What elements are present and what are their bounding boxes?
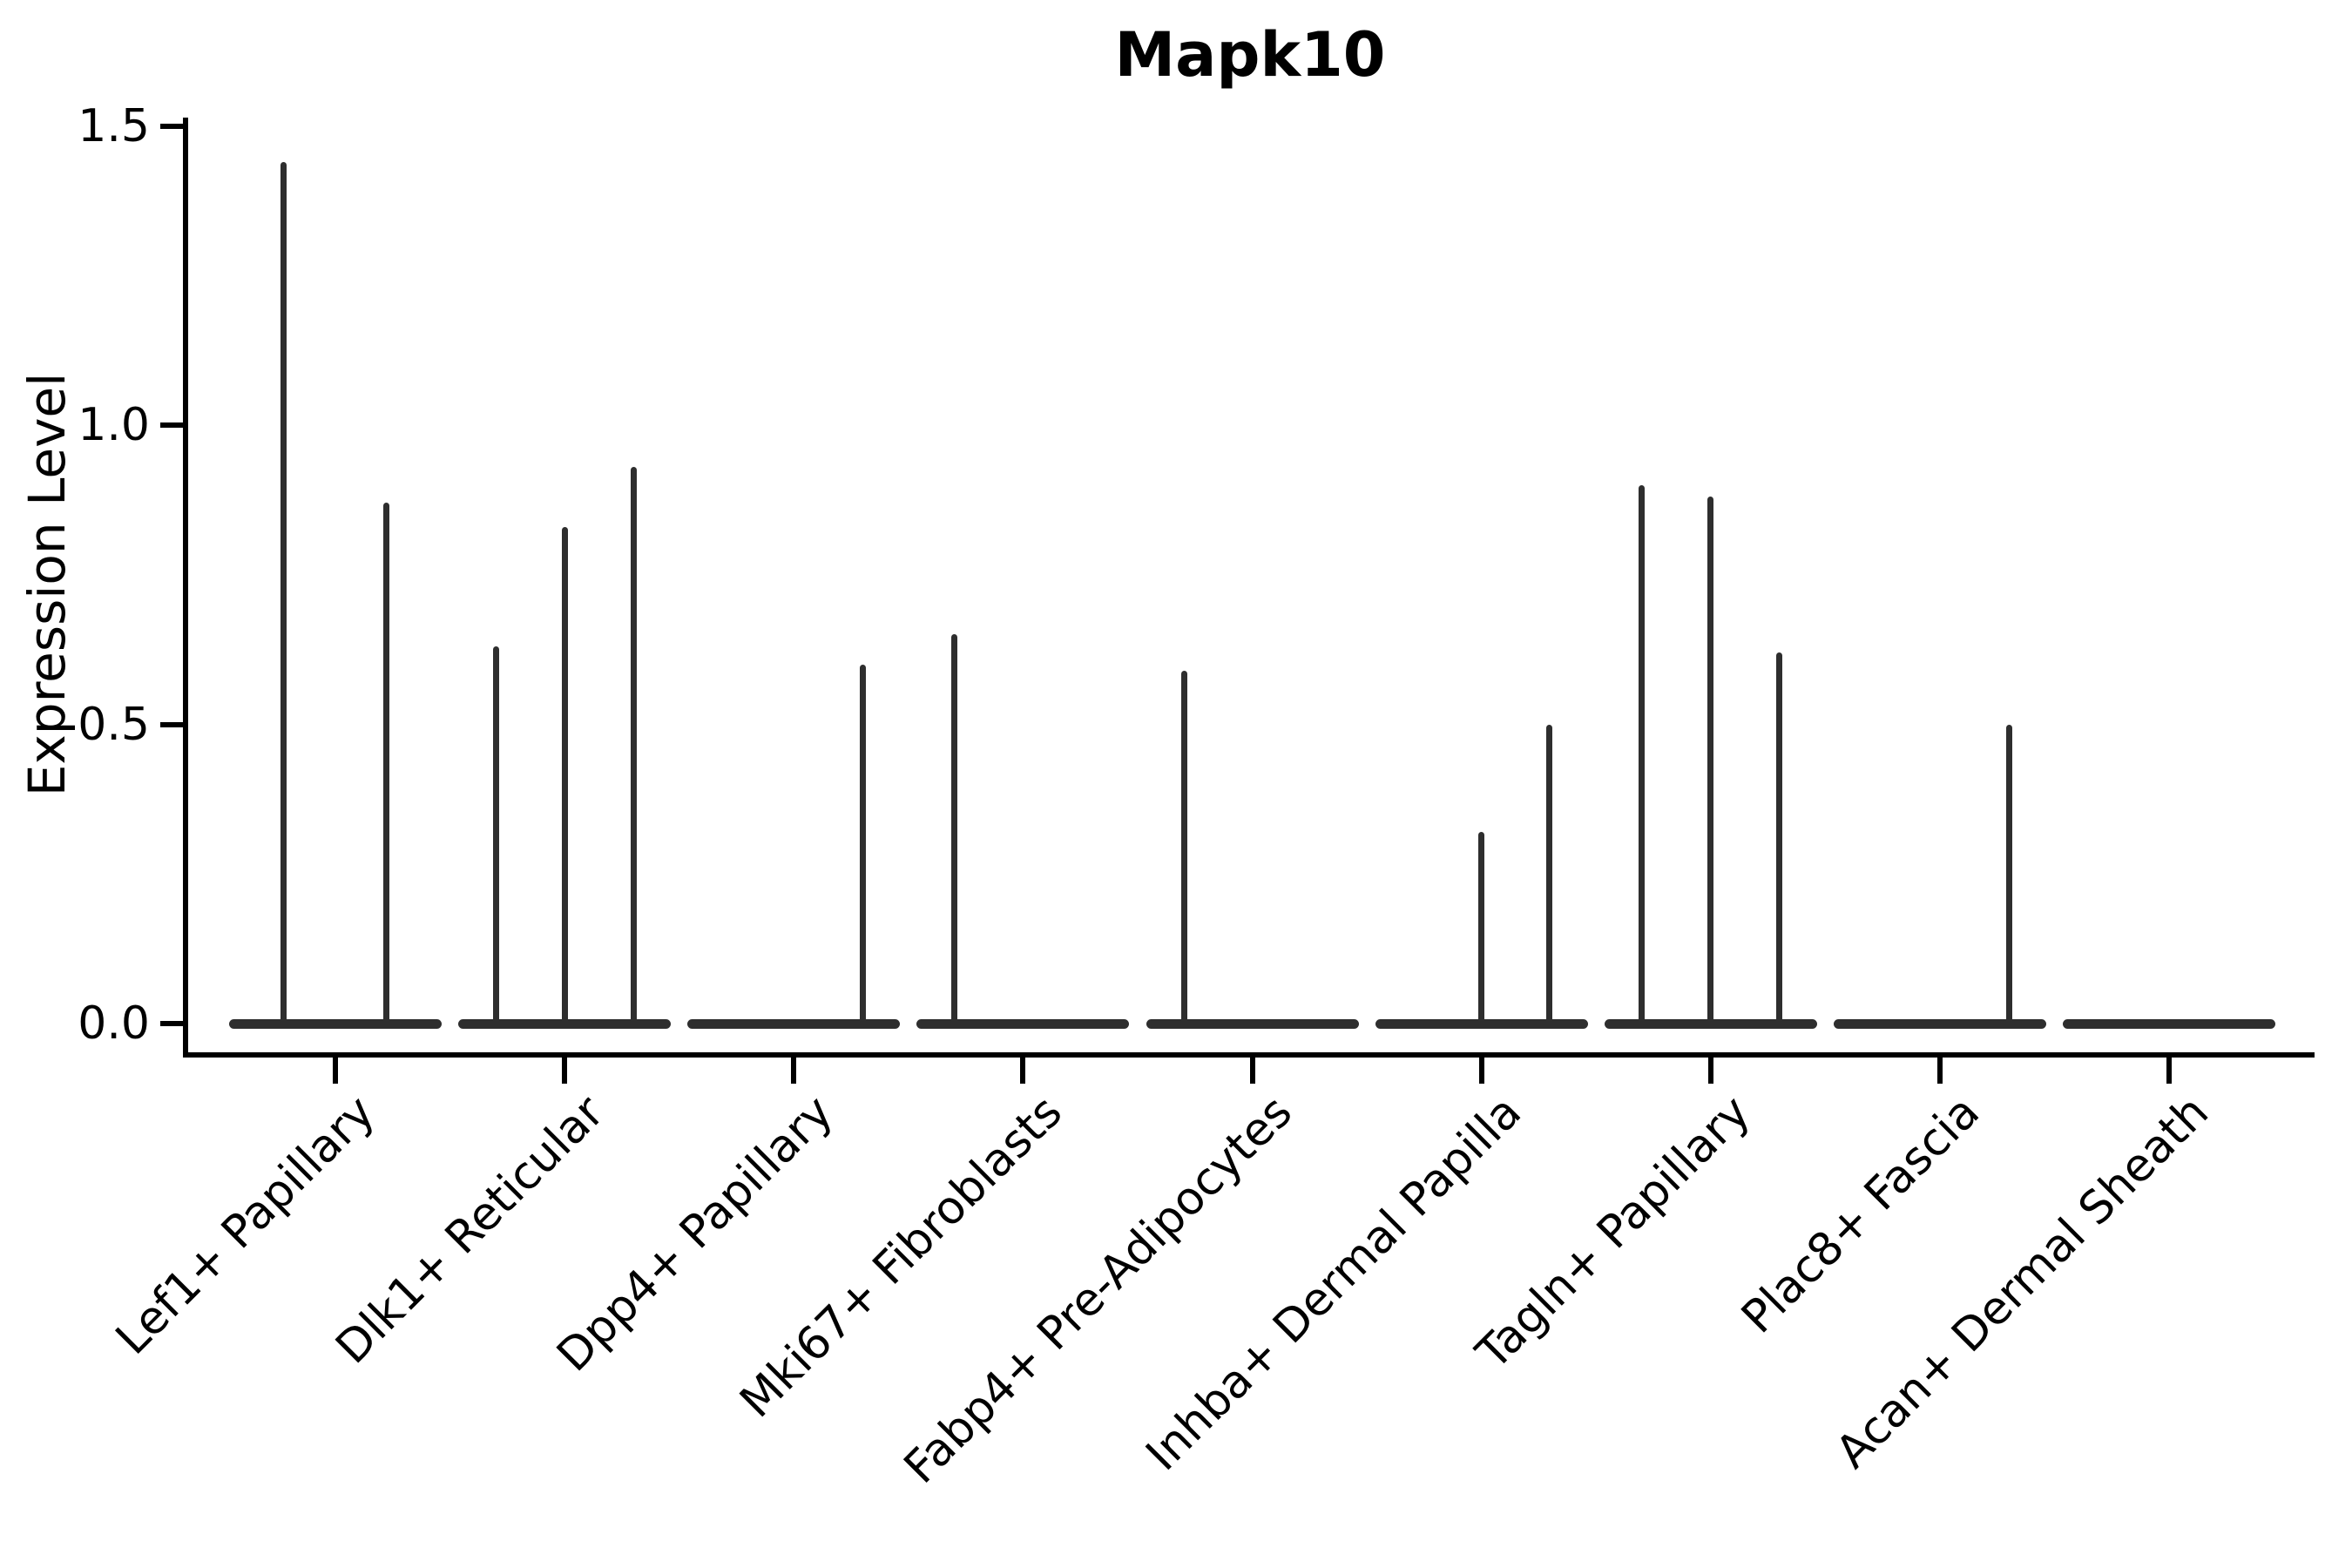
violin-spike bbox=[951, 634, 958, 1024]
x-tick-label: Dpp4+ Papillary bbox=[547, 1085, 844, 1382]
violin-body bbox=[687, 1019, 901, 1029]
x-tick-label: Acan+ Dermal Sheath bbox=[1826, 1085, 2220, 1479]
x-tick-label: Fabp4+ Pre-Adipocytes bbox=[894, 1085, 1302, 1494]
violin-body bbox=[1833, 1019, 2046, 1029]
x-tick-mark bbox=[333, 1058, 338, 1084]
y-tick-mark bbox=[160, 123, 183, 129]
violin-body bbox=[916, 1019, 1130, 1029]
violin-spike bbox=[280, 161, 287, 1024]
x-tick-label: Mki67+ Fibroblasts bbox=[730, 1085, 1073, 1429]
violin-body bbox=[1604, 1019, 1817, 1029]
x-tick-label: Plac8+ Fascia bbox=[1731, 1085, 1990, 1344]
x-tick-label: Tagln+ Papillary bbox=[1466, 1085, 1761, 1380]
violin-spike bbox=[1775, 652, 1782, 1024]
y-tick-label: 0.0 bbox=[78, 997, 150, 1050]
x-tick-mark bbox=[791, 1058, 797, 1084]
x-tick-mark bbox=[1249, 1058, 1255, 1084]
x-tick-mark bbox=[1020, 1058, 1026, 1084]
y-tick-label: 0.5 bbox=[78, 698, 150, 751]
y-axis-spine bbox=[183, 118, 188, 1052]
violin-spike bbox=[493, 646, 500, 1024]
x-tick-mark bbox=[1478, 1058, 1484, 1084]
violin-spike bbox=[1707, 497, 1713, 1024]
violin-body bbox=[229, 1019, 442, 1029]
violin-body bbox=[1146, 1019, 1359, 1029]
x-tick-label: Dlk1+ Reticular bbox=[326, 1085, 615, 1375]
y-tick-label: 1.0 bbox=[78, 399, 150, 451]
chart-title: Mapk10 bbox=[1114, 19, 1386, 91]
violin-spike bbox=[1638, 484, 1645, 1024]
violin-spike bbox=[1180, 670, 1187, 1024]
violin-body bbox=[458, 1019, 672, 1029]
y-tick-mark bbox=[160, 422, 183, 428]
violin-spike bbox=[1477, 832, 1484, 1024]
violin-body bbox=[2063, 1019, 2275, 1029]
y-tick-mark bbox=[160, 721, 183, 727]
x-tick-label: Inhba+ Dermal Papilla bbox=[1136, 1085, 1531, 1482]
x-tick-mark bbox=[2166, 1058, 2172, 1084]
x-axis-spine bbox=[183, 1052, 2315, 1058]
x-tick-mark bbox=[562, 1058, 568, 1084]
violin-spike bbox=[2005, 724, 2012, 1024]
violin-spike bbox=[631, 467, 638, 1024]
violin-spike bbox=[383, 503, 389, 1024]
violin-body bbox=[1375, 1019, 1588, 1029]
violin-spike bbox=[860, 664, 867, 1024]
x-tick-mark bbox=[1707, 1058, 1713, 1084]
x-tick-mark bbox=[1936, 1058, 1943, 1084]
y-tick-label: 1.5 bbox=[78, 99, 150, 152]
y-tick-mark bbox=[160, 1021, 183, 1026]
violin-spike bbox=[1545, 724, 1552, 1024]
violin-spike bbox=[562, 526, 569, 1024]
